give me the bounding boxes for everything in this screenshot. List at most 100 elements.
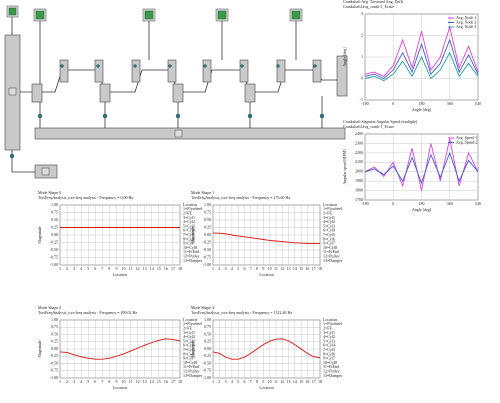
legend-label: 11=FrEnd bbox=[183, 364, 199, 369]
x-axis-label: Location bbox=[259, 385, 273, 390]
x-tick-label: 3 bbox=[73, 266, 75, 271]
x-tick-label: 18 bbox=[318, 266, 322, 271]
joint[interactable] bbox=[240, 64, 244, 68]
legend-label: 13=Damper bbox=[323, 373, 343, 378]
joint[interactable] bbox=[37, 113, 43, 119]
y-tick-label: -1.00 bbox=[50, 375, 58, 380]
block[interactable] bbox=[336, 55, 348, 97]
legend-label: 8=Cyl6 bbox=[183, 351, 195, 356]
block[interactable] bbox=[276, 59, 286, 83]
y-tick-label: -1 bbox=[360, 97, 363, 102]
block[interactable] bbox=[167, 59, 177, 83]
x-tick-label: 2 bbox=[218, 266, 220, 271]
block[interactable] bbox=[99, 83, 111, 103]
x-tick-label: 2 bbox=[66, 379, 68, 384]
legend-label: 3=Cyl1 bbox=[183, 215, 195, 220]
block[interactable] bbox=[239, 59, 249, 83]
chart-title: Mode Shape 3 bbox=[191, 305, 214, 310]
y-tick-label: 0.75 bbox=[204, 209, 211, 214]
legend-label: 7=Cyl5 bbox=[323, 232, 335, 237]
legend-label: 10=Cyl8 bbox=[183, 245, 197, 250]
legend-label: 9=Cyl7 bbox=[183, 241, 195, 246]
legend-label: 12=Pulley bbox=[183, 369, 199, 374]
joint[interactable] bbox=[175, 113, 181, 119]
legend-label: 7=Cyl5 bbox=[183, 232, 195, 237]
x-tick-label: 4 bbox=[231, 379, 233, 384]
joint[interactable] bbox=[203, 64, 207, 68]
joint[interactable] bbox=[133, 64, 137, 68]
y-tick-label: -0.25 bbox=[203, 239, 211, 244]
joint[interactable] bbox=[60, 64, 64, 68]
x-tick-label: 1 bbox=[212, 266, 214, 271]
y-tick-label: 0.00 bbox=[51, 232, 58, 237]
y-axis-label: Magnitude bbox=[190, 226, 195, 244]
y-tick-label: 0.75 bbox=[51, 209, 58, 214]
legend-label: 6=Cyl4 bbox=[323, 228, 335, 233]
y-tick-label: 0.25 bbox=[204, 224, 211, 229]
joint[interactable] bbox=[313, 64, 317, 68]
legend-label: Avg. Speed 1 bbox=[456, 135, 477, 140]
x-tick-label: 16 bbox=[164, 266, 168, 271]
y-tick-label: 0.50 bbox=[204, 331, 211, 336]
chart-subtitle: TorsFreqAnalysis_tors-freq analysis - Fr… bbox=[191, 310, 292, 315]
x-tick-label: 7 bbox=[250, 266, 252, 271]
legend-label: 13=Damper bbox=[183, 373, 203, 378]
engine-model-diagram bbox=[4, 5, 348, 179]
x-tick-label: 180 bbox=[419, 201, 425, 206]
x-tick-label: 10 bbox=[268, 379, 272, 384]
joint[interactable] bbox=[102, 113, 108, 119]
legend-title: Location bbox=[183, 202, 197, 207]
y-tick-label: -0.50 bbox=[50, 247, 58, 252]
joint[interactable] bbox=[319, 113, 325, 119]
x-tick-label: 11 bbox=[274, 266, 278, 271]
x-tick-label: 1 bbox=[59, 379, 61, 384]
x-tick-label: 5 bbox=[237, 379, 239, 384]
x-tick-label: 15 bbox=[157, 379, 161, 384]
legend-label: 7=Cyl5 bbox=[183, 347, 195, 352]
x-tick-label: 8 bbox=[256, 379, 258, 384]
block[interactable] bbox=[59, 59, 69, 83]
y-tick-label: 0.50 bbox=[51, 217, 58, 222]
legend-label: 8=Cyl6 bbox=[323, 236, 335, 241]
series-line bbox=[364, 25, 479, 77]
joint[interactable] bbox=[96, 64, 100, 68]
y-tick-label: -1.00 bbox=[203, 375, 211, 380]
block[interactable] bbox=[172, 83, 184, 103]
chart-title: Crankshaft Segment Angular Speed (multip… bbox=[343, 119, 418, 124]
legend-label: 3=Cyl1 bbox=[323, 330, 335, 335]
x-tick-label: 3 bbox=[225, 379, 227, 384]
legend-label: 1=Flywheel bbox=[323, 321, 343, 326]
y-tick-label: -0.25 bbox=[50, 353, 58, 358]
x-tick-label: 7 bbox=[101, 379, 103, 384]
x-tick-label: 180 bbox=[419, 101, 425, 106]
joint[interactable] bbox=[168, 64, 172, 68]
block[interactable] bbox=[31, 83, 43, 103]
series-line bbox=[364, 51, 479, 82]
legend-label: 5=Cyl3 bbox=[183, 338, 195, 343]
x-tick-label: 5 bbox=[87, 379, 89, 384]
crank-beam[interactable] bbox=[34, 127, 346, 140]
x-tick-label: 10 bbox=[268, 266, 272, 271]
joint[interactable] bbox=[247, 113, 253, 119]
block[interactable] bbox=[244, 83, 256, 103]
legend-label: Avg. Node 3 bbox=[456, 24, 476, 29]
x-axis-label: Location bbox=[259, 272, 273, 277]
legend-label: 1=Flywheel bbox=[323, 206, 343, 211]
block[interactable] bbox=[202, 59, 212, 83]
y-tick-label: 2 bbox=[361, 32, 363, 37]
joint[interactable] bbox=[9, 153, 15, 159]
legend-label: 7=Cyl5 bbox=[323, 347, 335, 352]
icon bbox=[35, 10, 45, 20]
block[interactable] bbox=[94, 59, 104, 83]
legend-title: Location bbox=[323, 317, 337, 322]
x-tick-label: 14 bbox=[293, 379, 297, 384]
legend-label: 1=Flywheel bbox=[183, 206, 203, 211]
y-tick-label: -0.75 bbox=[50, 368, 58, 373]
block[interactable] bbox=[312, 59, 322, 83]
x-tick-label: 6 bbox=[243, 379, 245, 384]
block[interactable] bbox=[131, 59, 141, 83]
joint[interactable] bbox=[276, 64, 280, 68]
x-tick-label: 4 bbox=[231, 266, 233, 271]
x-tick-label: 0 bbox=[392, 201, 394, 206]
